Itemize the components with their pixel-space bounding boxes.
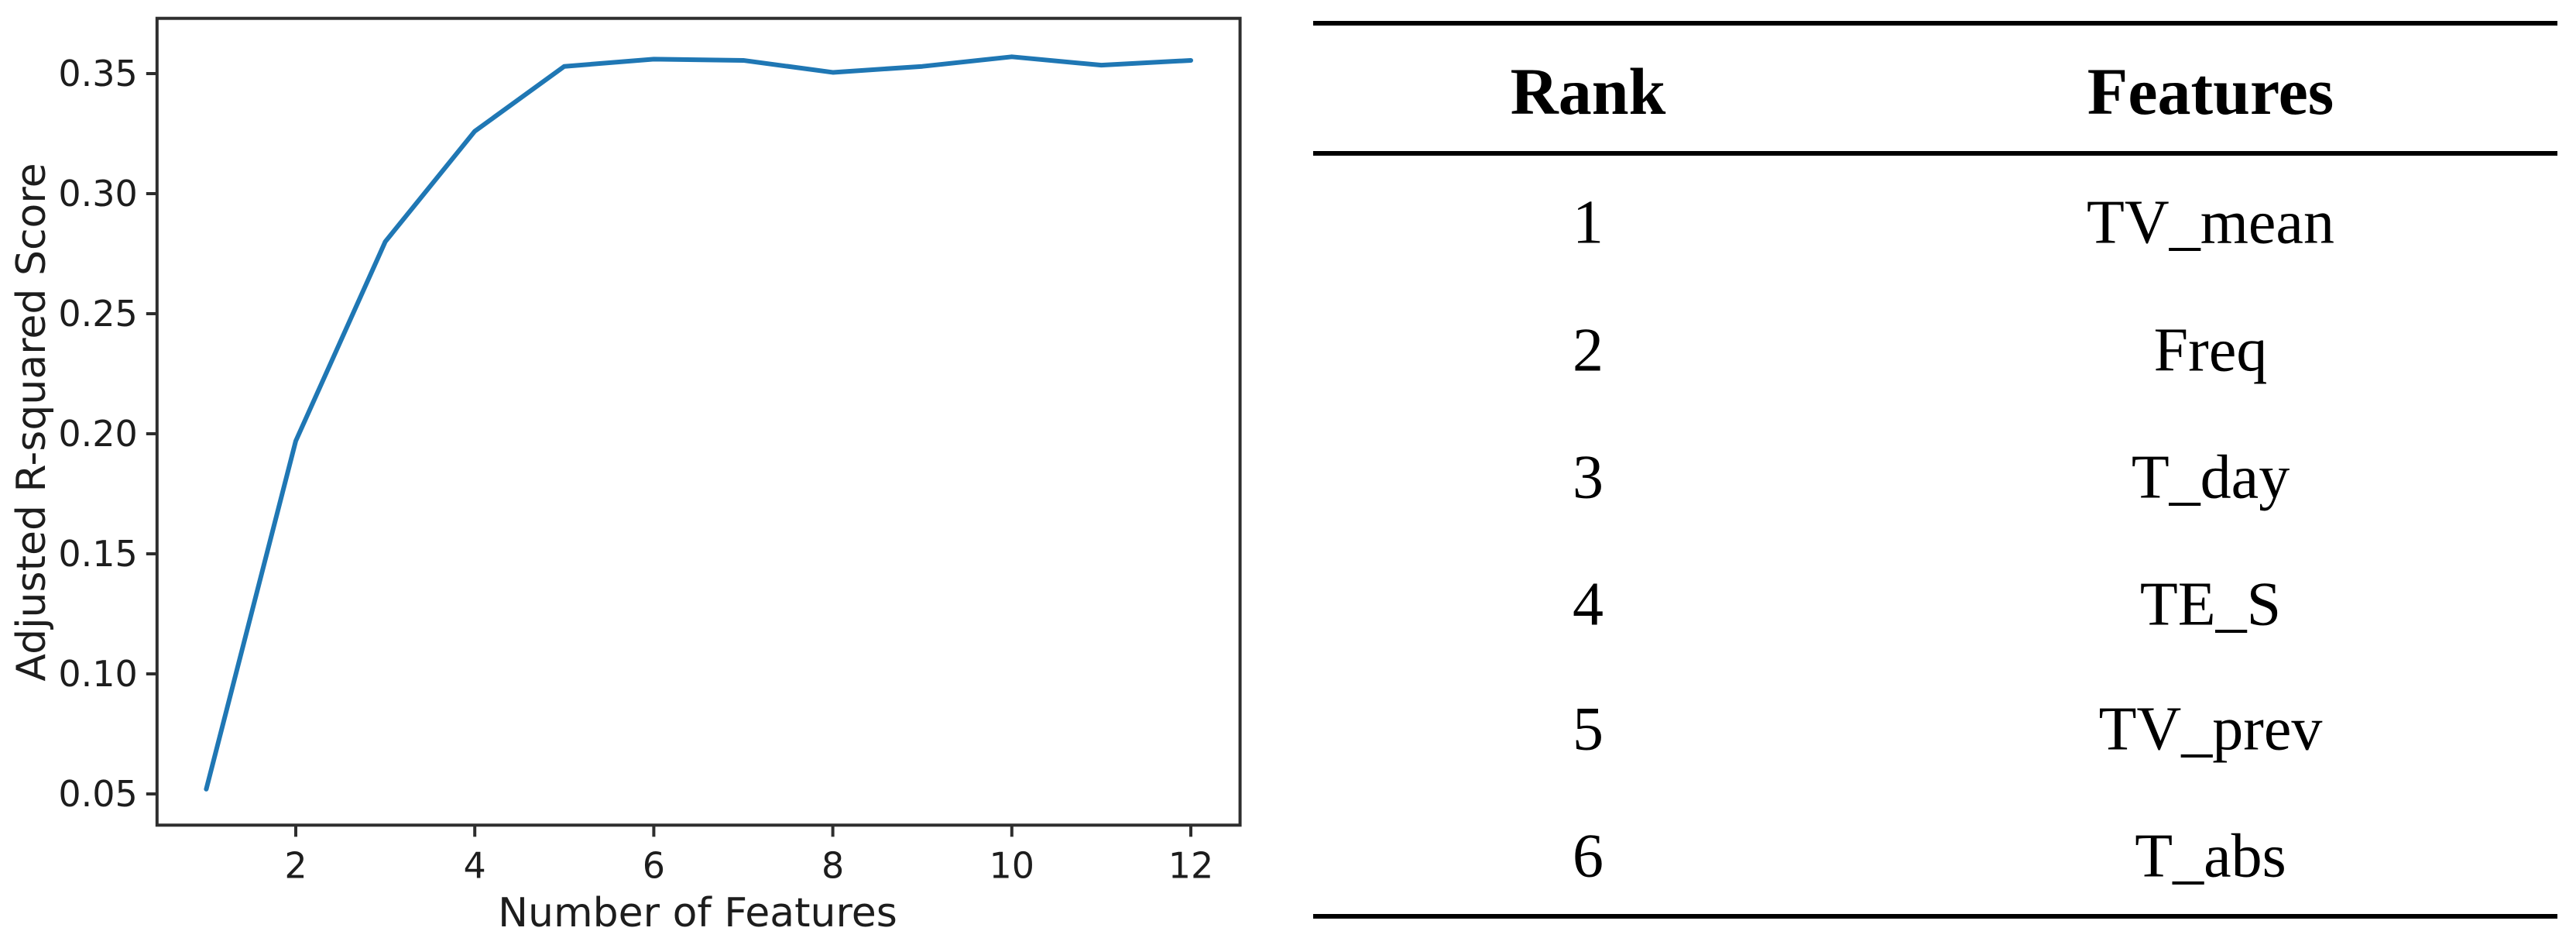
y-tick-label: 0.10 xyxy=(58,653,137,695)
x-tick-label: 4 xyxy=(464,844,486,886)
x-tick-label: 12 xyxy=(1168,844,1214,886)
y-tick-label: 0.35 xyxy=(58,53,137,94)
feature-selection-chart: 0.05 0.10 0.15 0.20 0.25 0.30 0.35 2 4 6 8 10 12 Num… xyxy=(9,16,1242,936)
y-tick-label: 0.05 xyxy=(58,773,137,815)
table-row-rank: 1 xyxy=(1573,188,1604,257)
x-tick-label: 8 xyxy=(822,844,844,886)
x-tick-label: 2 xyxy=(284,844,307,886)
table-row-feature: T_abs xyxy=(2135,822,2286,891)
table-row-feature: T_day xyxy=(2131,443,2290,512)
table-bottom-rule xyxy=(1313,914,2557,919)
y-tick-label: 0.25 xyxy=(58,293,137,335)
table-row-feature: TE_S xyxy=(2139,570,2282,639)
x-axis-label: Number of Features xyxy=(498,890,897,936)
table-row-feature: TV_mean xyxy=(2087,188,2334,257)
table-row-rank: 5 xyxy=(1573,695,1604,764)
y-tick-label: 0.15 xyxy=(58,533,137,575)
y-axis-label: Adjusted R-squared Score xyxy=(9,163,55,681)
table-row-feature: TV_prev xyxy=(2098,695,2323,764)
features-column-header: Features xyxy=(2087,54,2334,129)
table-row-rank: 6 xyxy=(1573,822,1604,891)
table-top-rule xyxy=(1313,21,2557,26)
y-tick-label: 0.30 xyxy=(58,173,137,215)
adjusted-r-squared-line xyxy=(204,54,1193,792)
chart-plot-area: 0.05 0.10 0.15 0.20 0.25 0.30 0.35 2 4 6 8 10 12 xyxy=(58,16,1242,886)
table-header-rule xyxy=(1313,151,2557,156)
feature-rank-table: Rank Features 1 TV_mean 2 Freq 3 T_day 4… xyxy=(1313,0,2557,938)
feature-count-score-chart: 0.05 0.10 0.15 0.20 0.25 0.30 0.35 2 4 6 8 10 12 Num… xyxy=(9,16,1242,936)
rank-column-header: Rank xyxy=(1510,54,1666,129)
plot-border xyxy=(155,16,1242,827)
table-row-rank: 2 xyxy=(1573,316,1604,385)
y-tick-label: 0.20 xyxy=(58,413,137,455)
table-row-rank: 4 xyxy=(1573,570,1604,639)
table-row-feature: Freq xyxy=(2153,316,2268,385)
table-row-rank: 3 xyxy=(1573,443,1604,512)
x-tick-label: 10 xyxy=(990,844,1035,886)
x-tick-label: 6 xyxy=(643,844,665,886)
